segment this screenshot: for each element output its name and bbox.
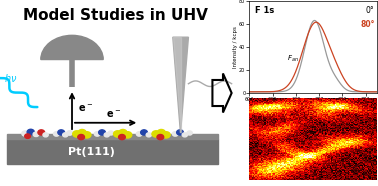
Circle shape <box>152 131 160 137</box>
Polygon shape <box>173 37 188 133</box>
Text: 80°: 80° <box>360 20 375 29</box>
Bar <box>7 139 218 164</box>
Circle shape <box>94 132 100 136</box>
Circle shape <box>182 133 187 137</box>
Circle shape <box>124 132 132 138</box>
Circle shape <box>162 132 170 138</box>
Wedge shape <box>41 35 103 60</box>
Text: e$^-$: e$^-$ <box>78 103 93 114</box>
Circle shape <box>83 132 91 138</box>
Circle shape <box>54 132 59 136</box>
Text: F$_{an}$: F$_{an}$ <box>287 54 299 64</box>
Bar <box>7 134 218 139</box>
Circle shape <box>104 133 110 137</box>
Circle shape <box>58 130 65 135</box>
Circle shape <box>172 132 178 136</box>
Text: $h\nu$: $h\nu$ <box>4 72 17 84</box>
Circle shape <box>67 131 73 135</box>
Circle shape <box>22 131 29 136</box>
Circle shape <box>43 133 48 137</box>
Text: Pt(111): Pt(111) <box>68 147 115 157</box>
Circle shape <box>119 134 125 140</box>
Circle shape <box>157 134 164 140</box>
Text: e$^-$: e$^-$ <box>105 109 121 120</box>
Circle shape <box>119 129 127 136</box>
Circle shape <box>177 130 183 135</box>
Circle shape <box>141 130 147 135</box>
Circle shape <box>78 134 85 140</box>
Circle shape <box>157 129 166 136</box>
Circle shape <box>187 131 192 135</box>
Circle shape <box>136 132 142 136</box>
Text: Model Studies in UHV: Model Studies in UHV <box>23 8 208 23</box>
Y-axis label: Intensity / kcps: Intensity / kcps <box>233 26 238 68</box>
Circle shape <box>99 130 105 135</box>
Text: F 1s: F 1s <box>255 6 274 15</box>
Circle shape <box>25 134 31 138</box>
Text: 0°: 0° <box>366 6 375 15</box>
Circle shape <box>113 131 122 137</box>
Circle shape <box>38 130 45 135</box>
X-axis label: Binding Energy / eV: Binding Energy / eV <box>287 104 340 109</box>
Circle shape <box>146 133 152 137</box>
Circle shape <box>108 131 113 135</box>
Circle shape <box>78 129 86 136</box>
Circle shape <box>73 131 81 137</box>
Circle shape <box>27 129 34 135</box>
Circle shape <box>33 132 39 137</box>
Circle shape <box>63 133 68 137</box>
Polygon shape <box>173 37 181 133</box>
